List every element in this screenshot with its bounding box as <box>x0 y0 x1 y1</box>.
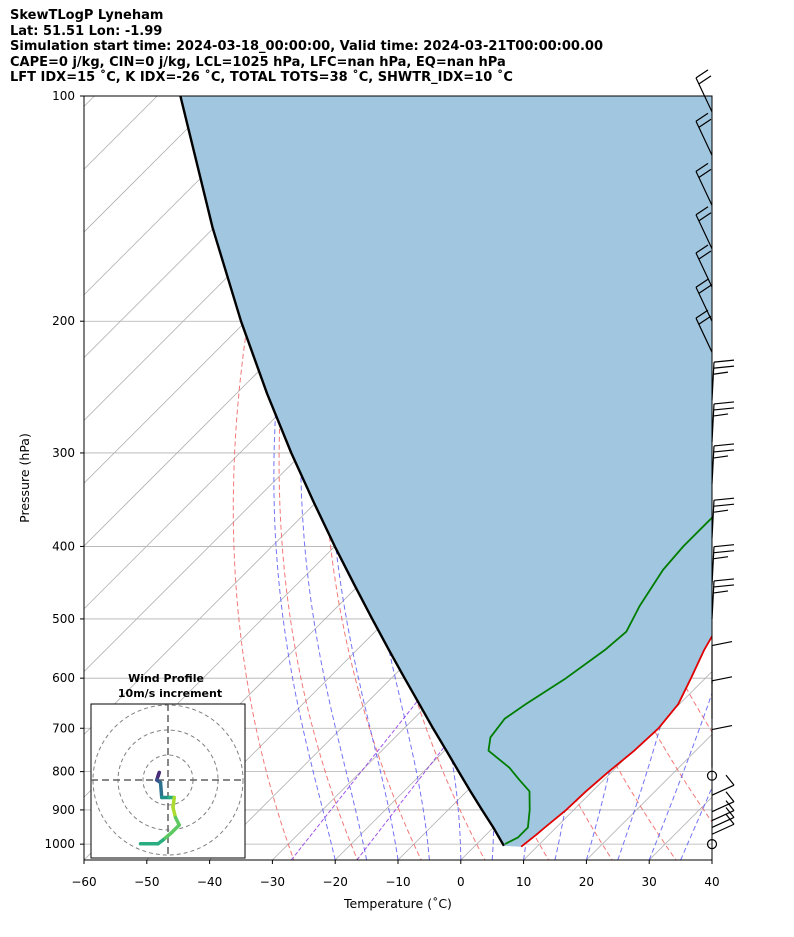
moist-adiabat <box>273 96 336 860</box>
x-tick-label: 10 <box>516 875 531 889</box>
isotherm-line <box>84 96 221 233</box>
isotherm-line <box>711 859 712 860</box>
time-line: Simulation start time: 2024-03-18_00:00:… <box>10 39 603 54</box>
wind-barb-calm <box>706 839 718 850</box>
x-tick-label: −30 <box>260 875 285 889</box>
wind-barb <box>695 69 713 113</box>
wind-barb <box>711 401 735 442</box>
y-tick-label: 100 <box>52 89 75 103</box>
dry-adiabat <box>785 79 794 863</box>
y-tick-label: 1000 <box>44 837 75 851</box>
wind-barb <box>711 791 735 813</box>
x-tick-label: 30 <box>642 875 657 889</box>
x-tick-label: 0 <box>457 875 465 889</box>
parcel-line <box>179 96 505 847</box>
x-tick-label: −50 <box>134 875 159 889</box>
x-axis-label: Temperature (˚C) <box>343 896 452 911</box>
hodograph-segment <box>161 830 174 842</box>
temperature-line <box>520 634 712 848</box>
wind-barb <box>711 676 733 719</box>
y-tick-label: 200 <box>52 314 75 328</box>
wind-barb <box>695 278 713 322</box>
hodograph-segment <box>170 823 181 835</box>
x-tick-label: 40 <box>704 875 719 889</box>
wind-barb <box>711 640 733 684</box>
x-tick-label: −60 <box>71 875 96 889</box>
x-tick-label: −20 <box>323 875 348 889</box>
y-tick-label: 600 <box>52 671 75 685</box>
wind-barb <box>695 244 713 288</box>
wind-barb <box>711 443 735 484</box>
cin-shading <box>180 96 712 847</box>
wind-barb <box>711 813 735 835</box>
y-tick-label: 400 <box>52 539 75 553</box>
y-tick-label: 900 <box>52 803 75 817</box>
dry-adiabat <box>753 79 794 863</box>
hodograph-subtitle: 10m/s increment <box>118 687 222 700</box>
hodograph-segment <box>158 780 164 800</box>
wind-barb <box>711 359 735 401</box>
wind-barb <box>695 112 713 156</box>
moist-adiabat <box>648 691 712 860</box>
dewpoint-line <box>487 516 712 845</box>
location-line: Lat: 51.51 Lon: -1.99 <box>10 23 163 39</box>
x-tick-label: 20 <box>579 875 594 889</box>
wind-barb <box>695 206 713 249</box>
y-tick-label: 800 <box>52 765 75 779</box>
wind-barb <box>711 497 735 539</box>
moist-adiabat <box>711 858 712 860</box>
wind-barb <box>711 800 735 822</box>
y-tick-label: 700 <box>52 721 75 735</box>
indices-line-1: CAPE=0 j/kg, CIN=0 j/kg, LCL=1025 hPa, L… <box>10 54 506 70</box>
wind-barb <box>711 724 733 768</box>
x-tick-label: −10 <box>385 875 410 889</box>
moist-adiabat <box>300 96 368 860</box>
moist-adiabat <box>743 96 794 860</box>
mixing-ratio-line <box>290 677 437 860</box>
hodograph-plot <box>91 704 245 858</box>
hodograph-title: Wind Profile <box>128 672 204 685</box>
isotherm-line <box>84 96 95 107</box>
chart-title: SkewTLogP Lyneham <box>10 8 164 23</box>
x-tick-label: −40 <box>197 875 222 889</box>
moist-adiabat <box>680 786 712 860</box>
wind-barb <box>695 309 713 353</box>
dry-adiabat <box>721 79 794 863</box>
y-tick-label: 500 <box>52 612 75 626</box>
y-axis-label: Pressure (hPa) <box>17 433 32 523</box>
chart-header: SkewTLogP Lyneham Lat: 51.51 Lon: -1.99 … <box>10 8 603 86</box>
y-tick-label: 300 <box>52 446 75 460</box>
wind-barb <box>711 774 735 796</box>
wind-barb <box>711 578 735 619</box>
wind-barb <box>695 162 713 206</box>
dry-adiabat <box>232 96 301 860</box>
indices-line-2: LFT IDX=15 ˚C, K IDX=-26 ˚C, TOTAL TOTS=… <box>10 70 513 85</box>
isotherm-line <box>84 96 284 296</box>
moist-adiabat <box>328 96 399 860</box>
wind-barb <box>711 544 735 585</box>
wind-barb-calm <box>706 770 718 781</box>
